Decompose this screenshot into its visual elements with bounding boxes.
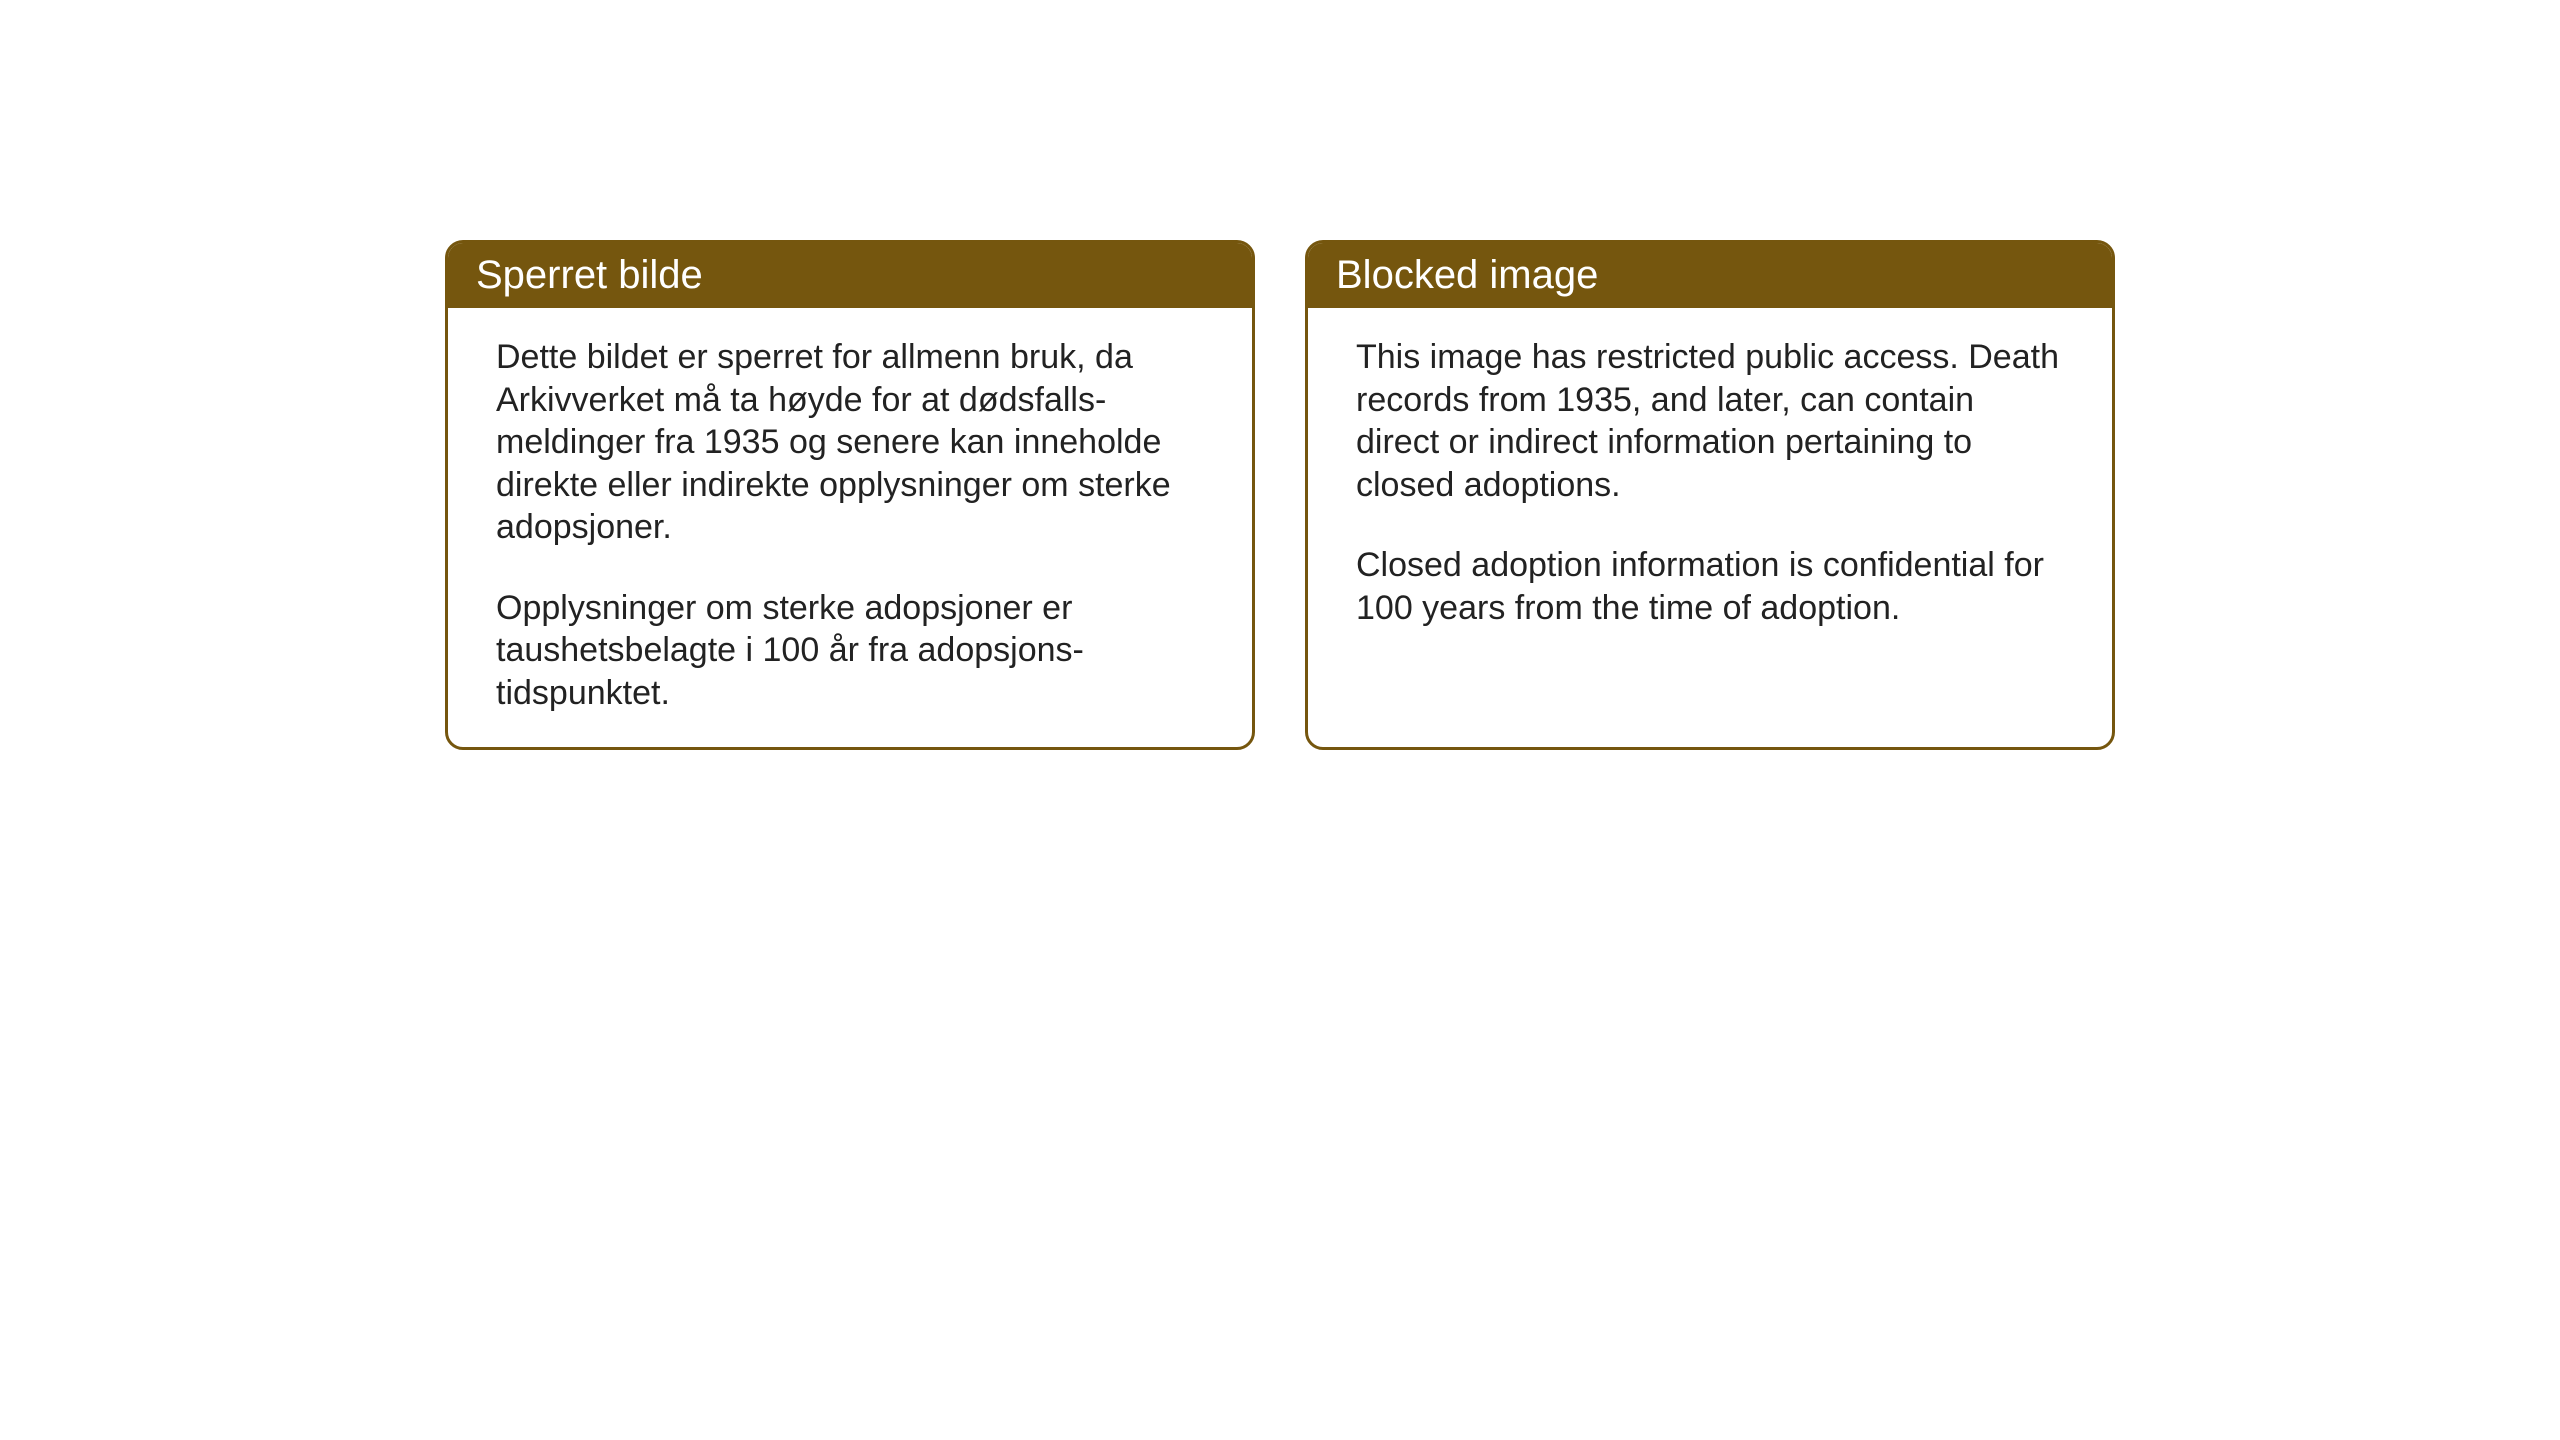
card-norwegian-paragraph-1: Dette bildet er sperret for allmenn bruk… <box>496 336 1204 549</box>
card-english-body: This image has restricted public access.… <box>1308 308 2112 657</box>
card-norwegian-body: Dette bildet er sperret for allmenn bruk… <box>448 308 1252 742</box>
card-english-header: Blocked image <box>1308 243 2112 308</box>
card-norwegian-header: Sperret bilde <box>448 243 1252 308</box>
card-english: Blocked image This image has restricted … <box>1305 240 2115 750</box>
card-english-paragraph-2: Closed adoption information is confident… <box>1356 544 2064 629</box>
cards-container: Sperret bilde Dette bildet er sperret fo… <box>445 240 2115 750</box>
card-english-title: Blocked image <box>1336 253 1598 297</box>
card-norwegian-paragraph-2: Opplysninger om sterke adopsjoner er tau… <box>496 587 1204 715</box>
card-english-paragraph-1: This image has restricted public access.… <box>1356 336 2064 506</box>
card-norwegian: Sperret bilde Dette bildet er sperret fo… <box>445 240 1255 750</box>
card-norwegian-title: Sperret bilde <box>476 253 703 297</box>
